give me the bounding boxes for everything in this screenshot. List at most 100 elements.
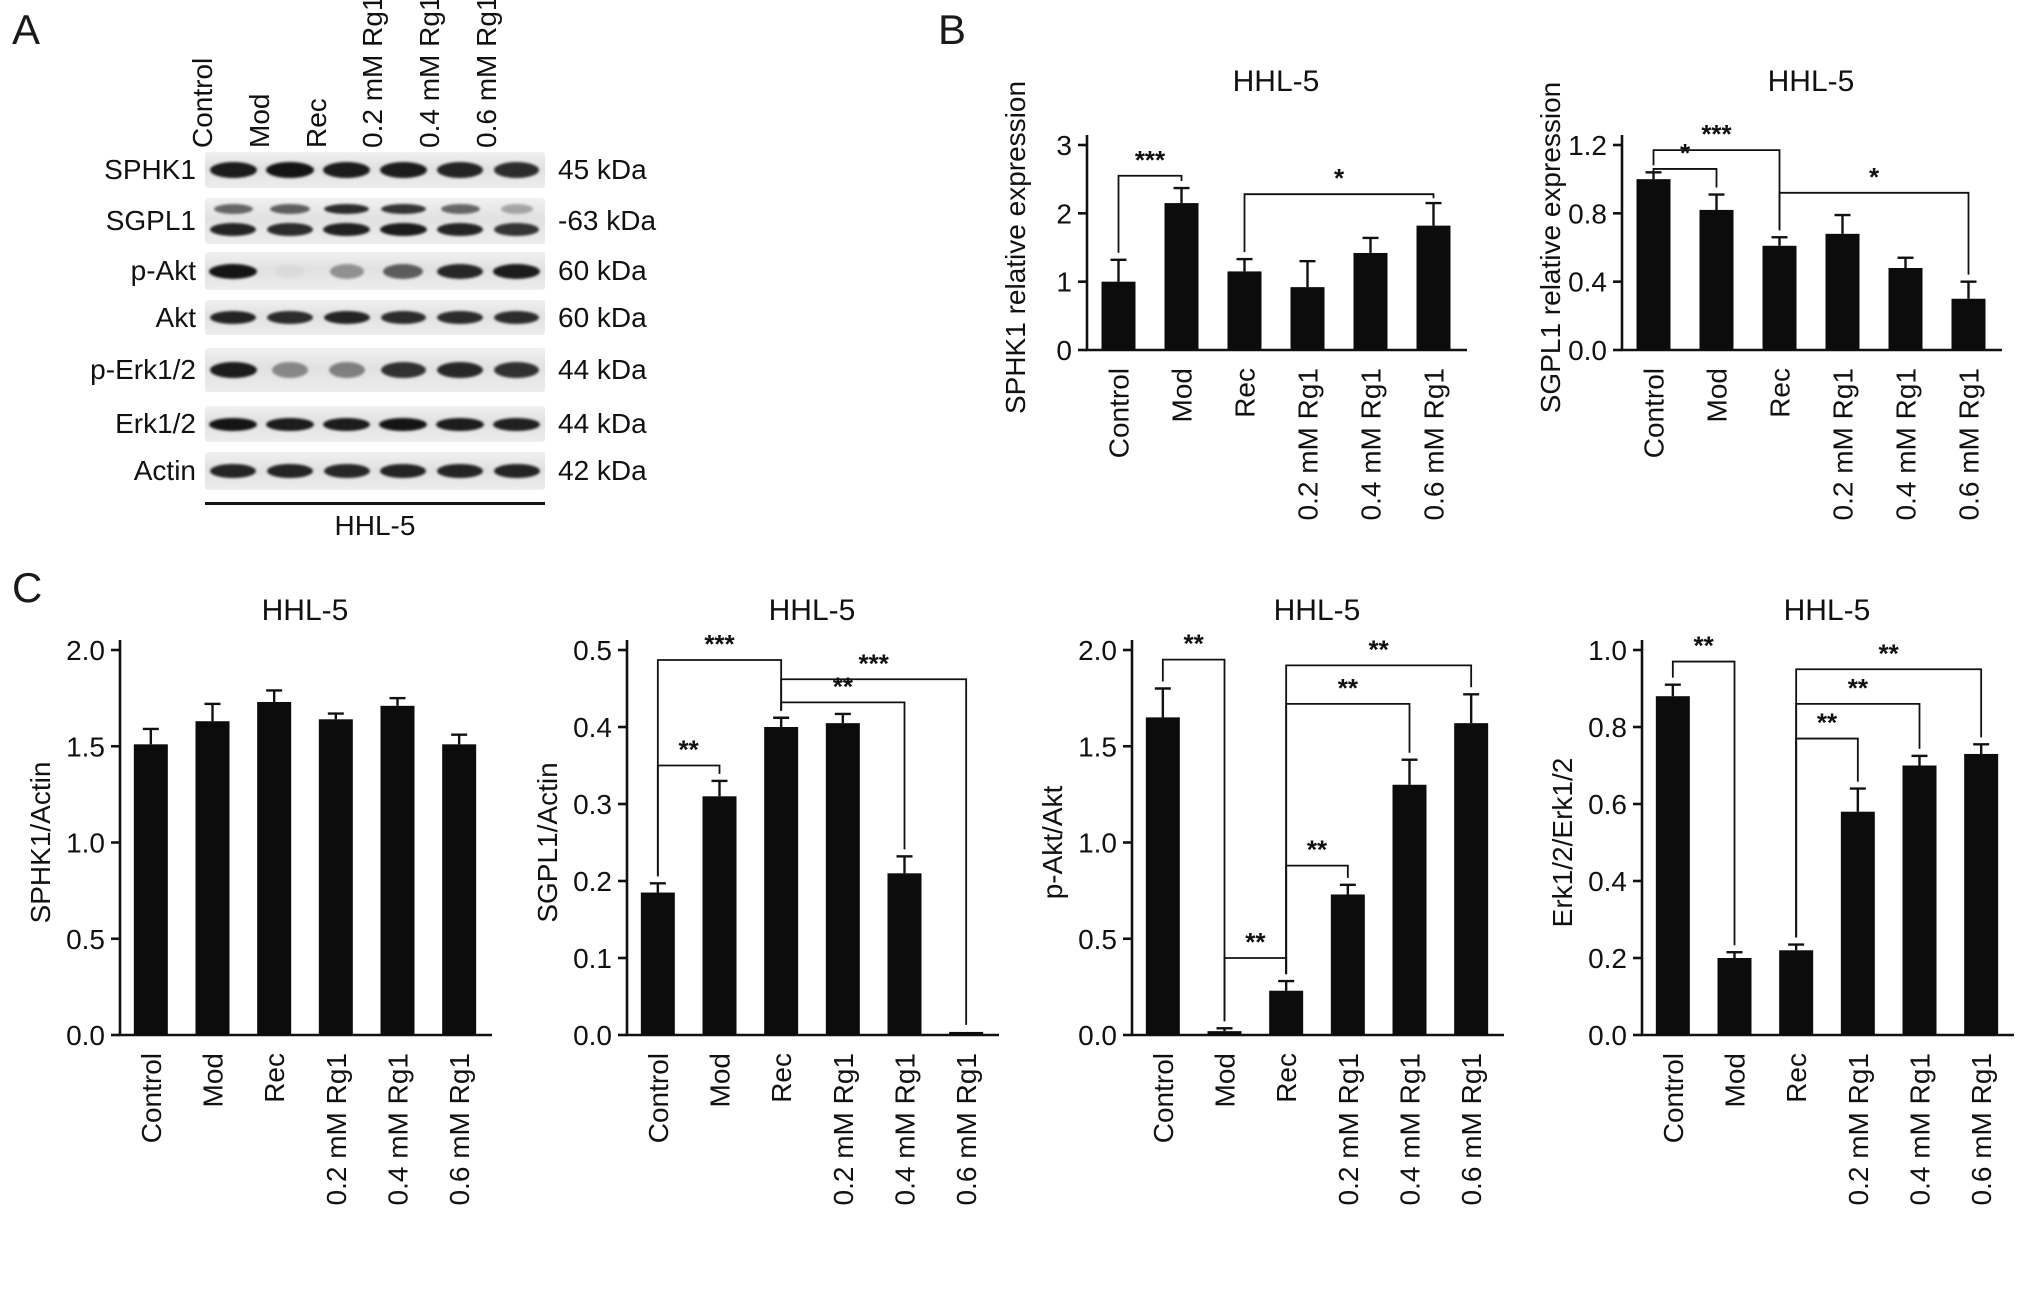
significance-bracket <box>1117 174 1183 253</box>
kda-label: 44 kDa <box>558 354 647 385</box>
chart-title: HHL-5 <box>262 594 349 627</box>
significance-label: *** <box>704 629 735 659</box>
y-axis-label: Erk1/2/Erk1/2 <box>1547 758 1578 928</box>
protein-label: SPHK1 <box>104 154 196 185</box>
lane-label: Rec <box>300 98 332 148</box>
x-category-label: Mod <box>1720 1053 1751 1107</box>
blot-band <box>323 464 370 478</box>
y-tick-label: 1 <box>1056 267 1072 298</box>
blot-band <box>379 223 427 237</box>
bar <box>1825 233 1860 350</box>
blot-band <box>210 311 257 324</box>
blot-band <box>267 311 313 324</box>
x-category-label: 0.4 mM Rg1 <box>1891 368 1922 521</box>
lane-label: 0.6 mM Rg1 <box>470 0 502 148</box>
protein-label: Akt <box>155 301 196 333</box>
blot-band <box>437 311 483 324</box>
blot-band <box>329 263 364 279</box>
blot-band <box>379 162 427 178</box>
y-tick-label: 0.0 <box>1568 335 1607 366</box>
bar <box>195 721 230 1035</box>
x-category-label: 0.6 mM Rg1 <box>951 1053 982 1206</box>
bar <box>1717 958 1752 1035</box>
protein-label: Actin <box>133 455 196 486</box>
x-category-label: Control <box>1658 1053 1689 1143</box>
significance-label: ** <box>1694 631 1715 661</box>
y-axis-label: SGPL1 relative expression <box>1540 82 1566 414</box>
blot-band <box>437 263 483 279</box>
x-category-label: Mod <box>705 1053 736 1107</box>
y-tick-label: 0.2 <box>573 866 612 897</box>
bar <box>133 744 168 1035</box>
x-category-label: Control <box>643 1053 674 1143</box>
bar <box>1145 717 1180 1035</box>
y-tick-label: 2.0 <box>66 635 105 666</box>
bar <box>1290 287 1325 350</box>
chart-sphk1-actin-ratio: 0.0 0.5 1.0 1.5 2.0 Control Mod Rec 0.2 mM Rg1 0.… <box>25 594 492 1206</box>
bar <box>1392 784 1427 1035</box>
blot-band <box>379 417 428 431</box>
chart-title: HHL-5 <box>1784 594 1871 627</box>
blot-band <box>213 203 253 214</box>
bar <box>1416 225 1451 350</box>
x-category-label: 0.2 mM Rg1 <box>1843 1053 1874 1206</box>
blot-underline <box>205 502 545 505</box>
blot-band <box>381 203 426 214</box>
bar <box>887 873 922 1035</box>
x-category-label: 0.6 mM Rg1 <box>1954 368 1985 521</box>
blot-band <box>380 362 426 378</box>
blot-strip <box>205 252 545 290</box>
y-tick-label: 0.1 <box>573 943 612 974</box>
x-category-label: Mod <box>1702 368 1733 422</box>
x-category-label: Rec <box>1230 368 1261 418</box>
significance-label: ** <box>1184 629 1205 659</box>
significance-label: ** <box>1245 927 1266 957</box>
bar <box>442 744 477 1035</box>
bar <box>257 701 292 1035</box>
y-tick-label: 0.0 <box>1588 1020 1627 1051</box>
significance-bracket <box>1243 193 1435 253</box>
chart-title: HHL-5 <box>1274 594 1361 627</box>
x-category-label: Rec <box>1765 368 1796 418</box>
axes <box>118 640 492 1037</box>
axes <box>1640 640 2014 1037</box>
y-axis-label: p-Akt/Akt <box>1037 785 1068 899</box>
blot-band <box>266 464 314 478</box>
chart-sgpl1-actin-ratio: 0.0 0.1 0.2 0.3 0.4 0.5 Control Mod Rec 0.2 mM Rg… <box>532 594 999 1206</box>
kda-label: 42 kDa <box>558 455 647 486</box>
significance-label: *** <box>858 648 889 678</box>
blot-band <box>323 417 371 431</box>
lane-label: 0.2 mM Rg1 <box>357 0 389 148</box>
blot-band <box>436 464 484 478</box>
significance-label: ** <box>1879 638 1900 668</box>
x-category-label: Control <box>1104 368 1135 458</box>
blot-band <box>380 464 427 478</box>
x-category-label: 0.6 mM Rg1 <box>1966 1053 1997 1206</box>
protein-label: SGPL1 <box>105 205 196 236</box>
y-tick-label: 0.4 <box>1568 267 1607 298</box>
blot-band <box>266 417 314 431</box>
bar <box>764 727 799 1035</box>
y-tick-label: 0.3 <box>573 789 612 820</box>
kda-label: 60 kDa <box>558 255 647 286</box>
blot-band <box>328 362 365 378</box>
x-category-label: 0.2 mM Rg1 <box>1828 368 1859 521</box>
chart-title: HHL-5 <box>1233 65 1320 98</box>
y-tick-label: 0.0 <box>66 1020 105 1051</box>
y-tick-label: 1.5 <box>1078 731 1117 762</box>
y-tick-label: 0.4 <box>573 712 612 743</box>
blot-band <box>209 162 257 178</box>
bar <box>1454 723 1489 1035</box>
blot-band <box>494 311 540 324</box>
blot-band <box>275 264 306 279</box>
significance-bracket <box>1285 664 1473 975</box>
significance-label: ** <box>1369 634 1390 664</box>
x-category-label: 0.4 mM Rg1 <box>1905 1053 1936 1206</box>
blot-strip <box>205 152 545 188</box>
y-tick-label: 0.8 <box>1588 712 1627 743</box>
bar <box>380 705 415 1035</box>
bar <box>1164 203 1199 350</box>
y-tick-label: 0.2 <box>1588 943 1627 974</box>
x-category-label: 0.2 mM Rg1 <box>1333 1053 1364 1206</box>
kda-label: 45 kDa <box>558 154 647 185</box>
